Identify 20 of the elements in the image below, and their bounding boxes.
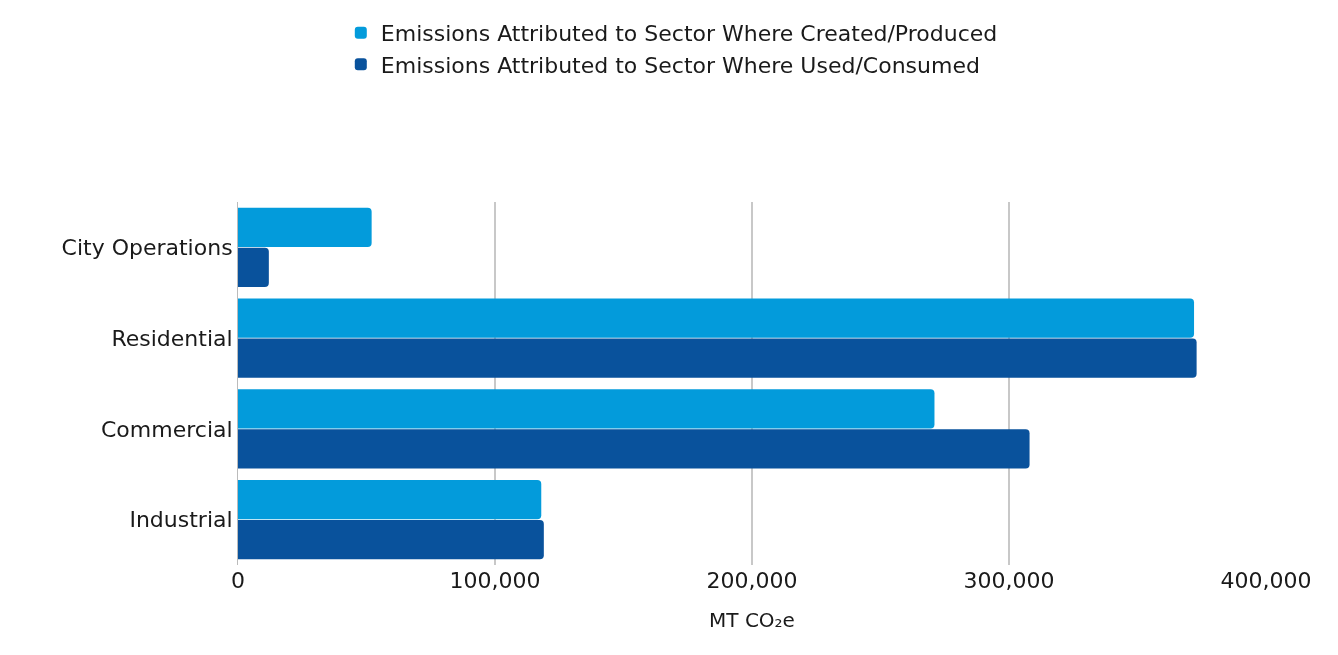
bar [238, 429, 1030, 469]
y-tick-label: Residential [111, 325, 233, 351]
y-tick-label: City Operations [61, 235, 233, 261]
bar [238, 298, 1195, 338]
legend-label: Emissions Attributed to Sector Where Used/Consumed [380, 52, 980, 78]
y-tick-label: Commercial [101, 416, 233, 442]
x-tick-label: 300,000 [963, 568, 1055, 593]
bar [238, 207, 372, 247]
x-axis-title: MT CO₂e [709, 607, 795, 632]
bar [238, 480, 542, 520]
x-tick-label: 200,000 [706, 568, 798, 593]
legend-label: Emissions Attributed to Sector Where Created/Produced [380, 21, 998, 47]
x-tick-label: 100,000 [449, 568, 541, 593]
x-tick-label: 400,000 [1220, 568, 1312, 593]
bar [238, 520, 544, 560]
y-tick-label: Industrial [129, 507, 233, 533]
bar [238, 247, 269, 287]
bar [238, 338, 1197, 378]
x-tick-label: 0 [231, 568, 245, 593]
bar [238, 389, 935, 429]
